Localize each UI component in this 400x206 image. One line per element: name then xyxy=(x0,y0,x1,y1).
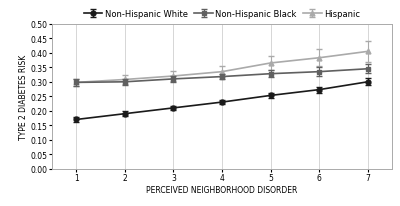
X-axis label: PERCEIVED NEIGHBORHOOD DISORDER: PERCEIVED NEIGHBORHOOD DISORDER xyxy=(146,185,298,194)
Legend: Non-Hispanic White, Non-Hispanic Black, Hispanic: Non-Hispanic White, Non-Hispanic Black, … xyxy=(84,10,360,19)
Y-axis label: TYPE 2 DIABETES RISK: TYPE 2 DIABETES RISK xyxy=(19,54,28,139)
